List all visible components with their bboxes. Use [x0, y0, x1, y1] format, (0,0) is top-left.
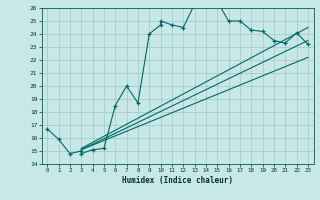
X-axis label: Humidex (Indice chaleur): Humidex (Indice chaleur) [122, 176, 233, 185]
